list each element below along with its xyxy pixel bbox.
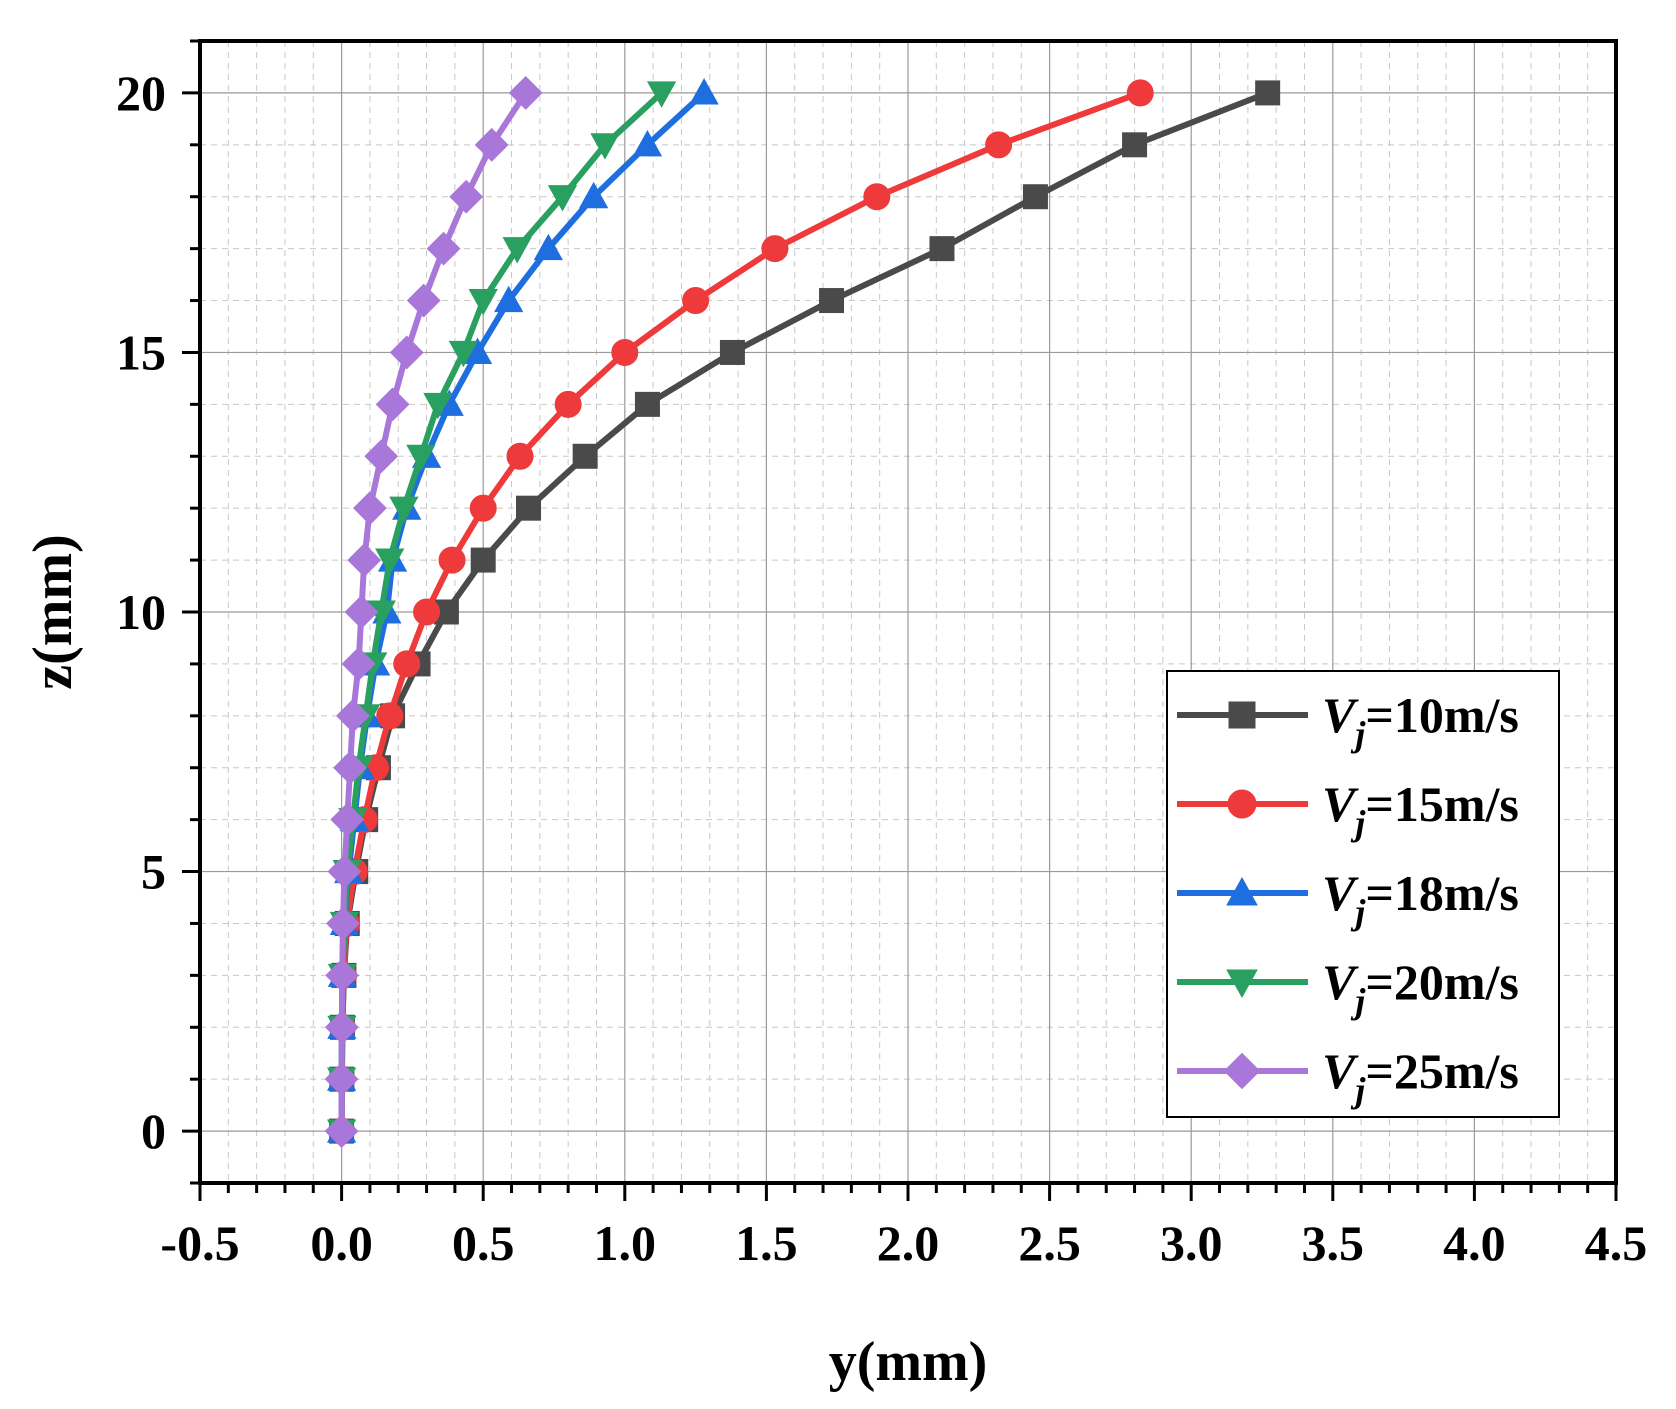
data-point: [632, 129, 663, 157]
y-tick-label: 10: [116, 584, 166, 640]
data-point: [389, 496, 419, 524]
data-point: [413, 598, 441, 626]
data-point: [393, 650, 421, 678]
data-point: [423, 392, 453, 420]
x-tick-label: 0.5: [452, 1215, 515, 1271]
x-tick-label: -0.5: [160, 1215, 239, 1271]
y-tick-label: 20: [116, 65, 166, 121]
legend-label: Vj=15m/s: [1322, 776, 1519, 843]
series-layer: [324, 76, 1281, 1148]
legend-marker: [1223, 1052, 1261, 1090]
x-tick-labels: -0.5 0.0 0.5 1.0 1.5 2.0 2.5 3.0 3.5 4.0 4.5: [160, 1215, 1647, 1271]
x-tick-label: 2.0: [877, 1215, 940, 1271]
data-point: [689, 78, 719, 105]
data-point: [863, 183, 891, 211]
data-point: [375, 387, 410, 422]
data-point: [426, 231, 461, 266]
data-point: [438, 546, 466, 574]
y-tick-label: 5: [141, 844, 166, 900]
data-point: [578, 181, 609, 209]
plot-frame: [198, 39, 1618, 1185]
data-point: [468, 289, 498, 316]
legend-entry: Vj=10m/s: [1177, 687, 1519, 754]
data-point: [336, 698, 370, 733]
data-point: [448, 340, 479, 368]
data-point: [406, 283, 441, 318]
data-point: [572, 443, 598, 469]
data-point: [347, 543, 382, 577]
data-point: [516, 495, 542, 521]
data-point: [1122, 132, 1148, 158]
x-tick-label: 4.0: [1443, 1215, 1506, 1271]
data-point: [469, 494, 497, 522]
data-point: [470, 547, 496, 573]
legend-entry: Vj=25m/s: [1177, 1043, 1519, 1110]
x-tick-label: 1.0: [594, 1215, 657, 1271]
legend-marker: [1226, 877, 1258, 906]
data-point: [324, 1010, 359, 1045]
x-tick-label: 3.0: [1160, 1215, 1223, 1271]
legend-entry: Vj=20m/s: [1177, 954, 1519, 1021]
data-point: [326, 906, 360, 941]
legend-marker: [1226, 969, 1258, 998]
data-point: [506, 442, 534, 470]
data-point: [324, 1062, 359, 1097]
data-point: [1255, 80, 1281, 106]
data-point: [449, 179, 484, 214]
data-point: [682, 287, 710, 315]
data-point: [554, 390, 582, 418]
data-point: [494, 285, 524, 313]
data-point: [364, 439, 399, 474]
data-point: [819, 288, 845, 314]
data-point: [985, 131, 1013, 159]
data-point: [719, 339, 745, 365]
data-point: [634, 391, 660, 417]
data-point: [1022, 184, 1048, 210]
x-tick-label: 0.0: [310, 1215, 373, 1271]
x-tick-label: 1.5: [735, 1215, 798, 1271]
y-tick-label: 0: [141, 1103, 166, 1159]
data-point: [533, 233, 563, 261]
data-point: [646, 81, 677, 108]
data-point: [389, 335, 424, 370]
data-point: [327, 854, 362, 889]
legend-marker: [1228, 701, 1256, 729]
data-point: [929, 236, 955, 262]
data-point: [761, 235, 789, 263]
data-point: [590, 133, 620, 160]
data-point: [341, 647, 376, 681]
data-point: [375, 548, 405, 575]
data-point: [333, 750, 368, 785]
data-point: [474, 127, 509, 162]
data-point: [547, 185, 578, 212]
x-axis-label: y(mm): [829, 1331, 988, 1393]
x-tick-label: 2.5: [1018, 1215, 1081, 1271]
data-point: [406, 444, 436, 472]
legend-label: Vj=18m/s: [1322, 865, 1519, 932]
y-tick-labels: 0 5 10 15 20: [116, 65, 166, 1159]
data-point: [611, 338, 639, 366]
legend-marker: [1227, 789, 1257, 819]
data-point: [330, 802, 365, 837]
data-point: [1126, 79, 1154, 107]
data-point: [376, 702, 404, 730]
legend-entry: Vj=18m/s: [1177, 865, 1519, 932]
legend: Vj=10m/s Vj=15m/s Vj=18m/s Vj=20m/s Vj=25m/s: [1166, 670, 1560, 1118]
y-tick-label: 15: [116, 324, 166, 380]
x-tick-label: 4.5: [1585, 1215, 1648, 1271]
x-tick-label: 3.5: [1302, 1215, 1365, 1271]
y-axis-label: z(mm): [22, 534, 84, 689]
series-5: [324, 76, 543, 1148]
data-point: [353, 491, 387, 526]
data-point: [344, 595, 379, 629]
legend-label: Vj=20m/s: [1322, 954, 1519, 1021]
legend-entry: Vj=15m/s: [1177, 776, 1519, 843]
data-point: [502, 237, 532, 264]
legend-label: Vj=10m/s: [1322, 687, 1519, 754]
data-point: [325, 958, 360, 993]
data-point: [324, 1114, 359, 1148]
data-point: [508, 76, 543, 110]
